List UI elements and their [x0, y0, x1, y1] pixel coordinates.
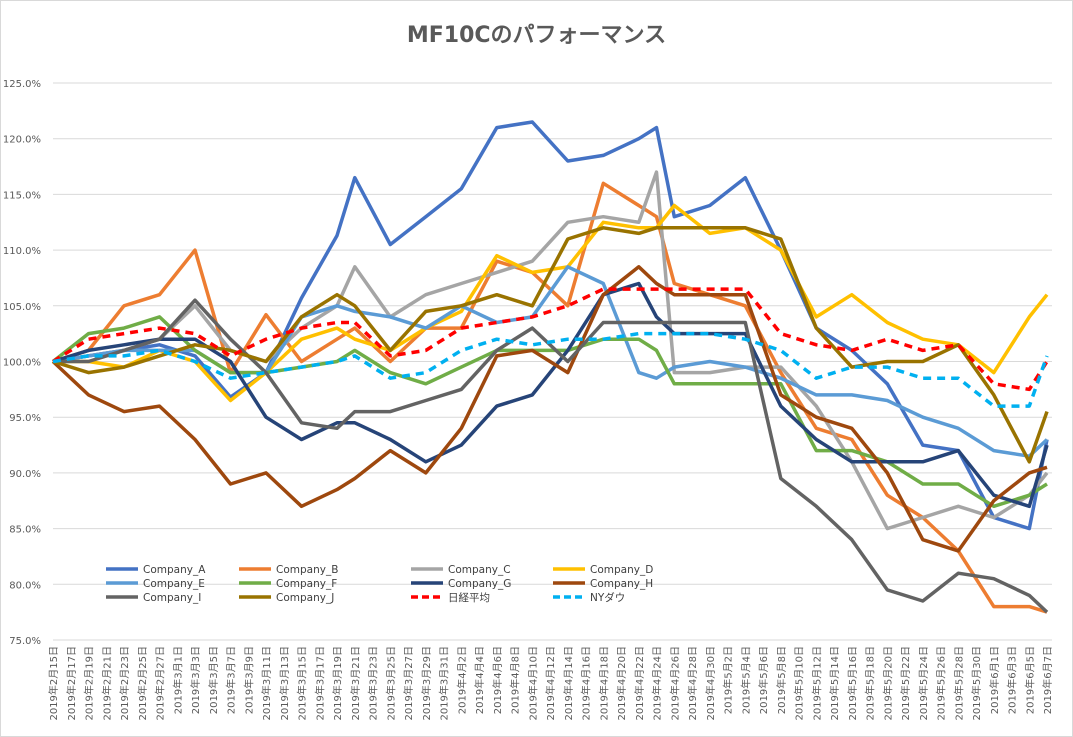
x-tick-label: 2019年4月30日	[704, 646, 717, 721]
x-tick-label: 2019年4月4日	[473, 646, 486, 714]
x-tick-label: 2019年5月30日	[970, 646, 983, 721]
legend-label: Company_I	[143, 592, 201, 604]
y-tick-label: 115.0%	[3, 190, 41, 201]
x-tick-label: 2019年4月28日	[686, 646, 699, 721]
x-tick-label: 2019年4月8日	[509, 646, 522, 714]
x-tick-label: 2019年6月3日	[1006, 646, 1019, 714]
legend-label: Company_E	[143, 578, 205, 590]
y-tick-label: 95.0%	[9, 413, 41, 424]
x-tick-label: 2019年4月2日	[455, 646, 468, 714]
series-line-7	[52, 281, 1049, 509]
x-tick-label: 2019年3月31日	[438, 646, 451, 721]
chart-title: MF10Cのパフォーマンス	[406, 23, 667, 48]
y-tick-label: 110.0%	[3, 246, 41, 257]
x-tick-label: 2019年3月19日	[331, 646, 344, 721]
x-tick-label: 2019年6月7日	[1041, 646, 1054, 714]
series-line-12	[52, 331, 1049, 408]
x-tick-label: 2019年5月14日	[828, 646, 841, 721]
x-tick-label: 2019年3月27日	[402, 646, 415, 721]
x-tick-label: 2019年2月21日	[100, 646, 113, 721]
x-tick-label: 2019年3月17日	[313, 646, 326, 721]
x-tick-label: 2019年5月24日	[917, 646, 930, 721]
x-tick-label: 2019年4月22日	[633, 646, 646, 721]
x-tick-label: 2019年6月1日	[988, 646, 1001, 714]
legend-label: Company_D	[590, 564, 653, 576]
x-tick-label: 2019年4月10日	[526, 646, 539, 721]
y-tick-label: 120.0%	[3, 135, 41, 146]
series-line-8	[51, 265, 1048, 553]
y-tick-label: 125.0%	[3, 79, 41, 90]
x-tick-label: 2019年6月5日	[1023, 646, 1036, 714]
legend-label: Company_H	[590, 578, 653, 590]
series-line-10	[52, 226, 1049, 464]
x-tick-label: 2019年5月26日	[935, 646, 948, 721]
x-tick-label: 2019年2月17日	[65, 646, 78, 721]
x-tick-label: 2019年5月6日	[757, 646, 770, 714]
x-tick-label: 2019年4月14日	[562, 646, 575, 721]
x-tick-label: 2019年4月24日	[651, 646, 664, 721]
x-tick-label: 2019年5月20日	[881, 646, 894, 721]
y-tick-label: 85.0%	[9, 525, 41, 536]
x-tick-label: 2019年2月15日	[47, 646, 60, 721]
y-tick-label: 100.0%	[3, 358, 41, 369]
series-line-2	[52, 181, 1048, 614]
y-tick-label: 75.0%	[9, 636, 41, 647]
x-tick-label: 2019年3月5日	[207, 646, 220, 714]
x-tick-label: 2019年5月8日	[775, 646, 788, 714]
x-tick-label: 2019年3月25日	[384, 646, 397, 721]
x-tick-label: 2019年2月23日	[118, 646, 131, 721]
x-tick-label: 2019年5月12日	[810, 646, 823, 721]
x-tick-label: 2019年4月12日	[544, 646, 557, 721]
x-tick-label: 2019年3月7日	[225, 646, 238, 714]
x-tick-label: 2019年3月13日	[278, 646, 291, 721]
x-tick-label: 2019年5月22日	[899, 646, 912, 721]
x-tick-label: 2019年3月21日	[349, 646, 362, 721]
x-tick-label: 2019年2月27日	[154, 646, 167, 721]
x-tick-label: 2019年3月15日	[296, 646, 309, 721]
x-tick-label: 2019年3月9日	[242, 646, 255, 714]
legend-label: Company_A	[143, 564, 206, 576]
legend-label: Company_G	[448, 578, 511, 590]
x-tick-label: 2019年5月18日	[864, 646, 877, 721]
legend-label: Company_J	[276, 592, 334, 604]
x-tick-label: 2019年5月4日	[739, 646, 752, 714]
x-tick-label: 2019年4月26日	[668, 646, 681, 721]
x-tick-label: 2019年4月20日	[615, 646, 628, 721]
x-tick-label: 2019年3月3日	[189, 646, 202, 714]
x-tick-label: 2019年4月16日	[580, 646, 593, 721]
x-tick-label: 2019年5月10日	[793, 646, 806, 721]
x-tick-label: 2019年5月28日	[952, 646, 965, 721]
y-tick-label: 105.0%	[3, 302, 41, 313]
x-tick-label: 2019年4月6日	[491, 646, 504, 714]
legend-label: Company_B	[276, 564, 338, 576]
x-tick-label: 2019年5月2日	[722, 646, 735, 714]
series-line-1	[52, 120, 1049, 531]
legend-label: Company_F	[276, 578, 337, 590]
y-tick-label: 90.0%	[9, 469, 41, 480]
x-tick-label: 2019年2月25日	[136, 646, 149, 721]
legend-label: Company_C	[448, 564, 511, 576]
legend-label: 日経平均	[448, 591, 490, 604]
legend-label: NYダウ	[590, 591, 625, 604]
x-tick-label: 2019年3月29日	[420, 646, 433, 721]
x-tick-label: 2019年3月11日	[260, 646, 273, 721]
series-line-9	[53, 298, 1049, 614]
x-tick-label: 2019年3月23日	[367, 646, 380, 721]
x-tick-label: 2019年4月18日	[597, 646, 610, 721]
x-tick-label: 2019年5月16日	[846, 646, 859, 721]
x-tick-label: 2019年2月19日	[83, 646, 96, 721]
y-tick-label: 80.0%	[9, 580, 41, 591]
x-tick-label: 2019年3月1日	[171, 646, 184, 714]
